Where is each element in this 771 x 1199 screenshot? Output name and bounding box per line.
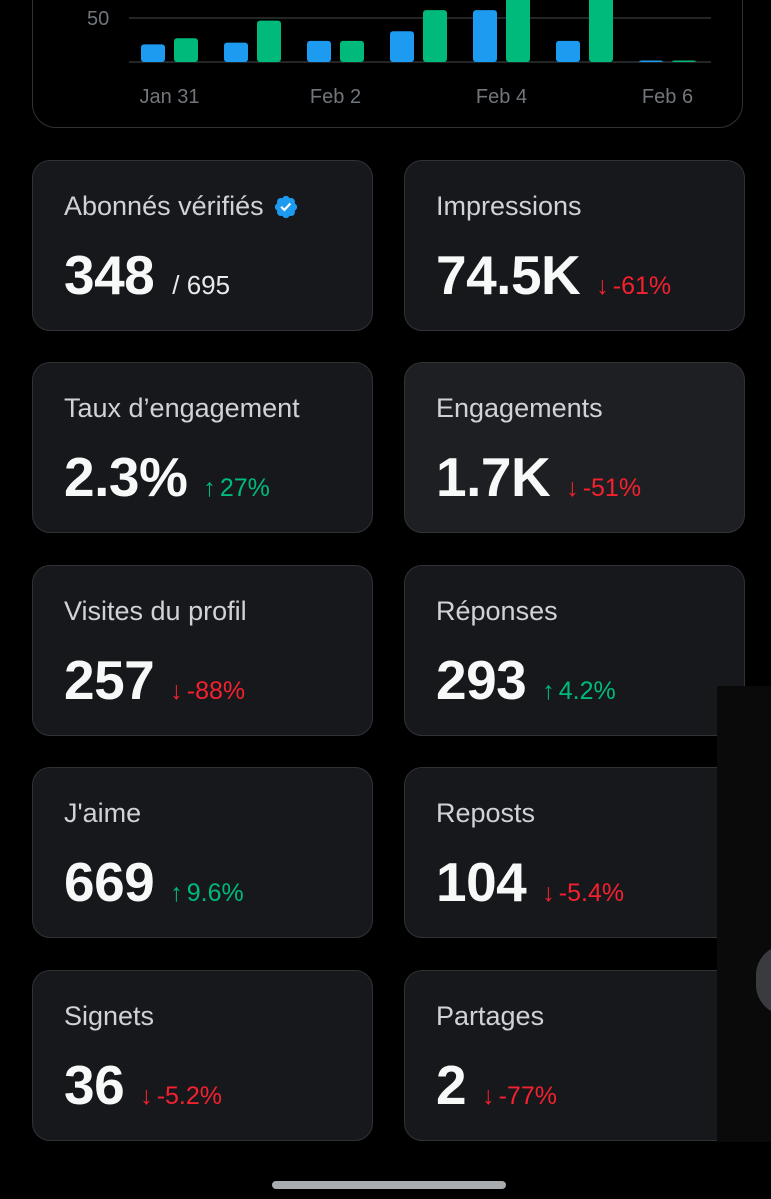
metric-card-engagements[interactable]: Engagements 1.7K ↓ -51% bbox=[404, 362, 745, 533]
metric-value: 2 bbox=[436, 1054, 467, 1116]
metric-value: 293 bbox=[436, 649, 527, 711]
x-tick-label: Feb 6 bbox=[642, 86, 693, 108]
metric-value: 257 bbox=[64, 649, 155, 711]
metric-label: Visites du profil bbox=[64, 596, 247, 626]
arrow-down-icon: ↓ bbox=[170, 677, 183, 705]
bar-green-1[interactable] bbox=[257, 20, 281, 62]
arrow-up-icon: ↑ bbox=[203, 474, 216, 502]
metric-card-reposts[interactable]: Reposts 104 ↓ -5.4% bbox=[404, 767, 745, 938]
metric-label: Signets bbox=[64, 1001, 155, 1031]
arrow-down-icon: ↓ bbox=[596, 272, 609, 300]
arrow-down-icon: ↓ bbox=[566, 474, 579, 502]
metric-delta: ↓ -51% bbox=[566, 474, 642, 502]
bar-chart: 50 Jan 31 Feb 2 Feb 4 Feb 6 bbox=[87, 0, 711, 108]
arrow-up-icon: ↑ bbox=[542, 677, 555, 705]
bar-green-2[interactable] bbox=[340, 40, 364, 62]
bar-chart-card: 50 Jan 31 Feb 2 Feb 4 Feb 6 bbox=[32, 0, 743, 128]
metric-value: 104 bbox=[436, 851, 527, 913]
metric-card-impressions[interactable]: Impressions 74.5K ↓ -61% bbox=[404, 160, 745, 331]
metric-card-likes[interactable]: J'aime 669 ↑ 9.6% bbox=[32, 767, 373, 938]
side-drag-handle[interactable] bbox=[756, 945, 771, 1015]
metric-card-bookmarks[interactable]: Signets 36 ↓ -5.2% bbox=[32, 970, 373, 1141]
verified-badge-icon bbox=[274, 195, 297, 218]
y-tick-label: 50 bbox=[87, 8, 109, 30]
bar-green-6[interactable] bbox=[672, 60, 696, 63]
home-indicator-bar[interactable] bbox=[272, 1181, 506, 1189]
bar-green-5[interactable] bbox=[589, 0, 613, 62]
metric-delta: ↑ 4.2% bbox=[542, 677, 616, 705]
side-overlay-panel bbox=[717, 686, 771, 1142]
x-tick-label: Feb 2 bbox=[310, 86, 361, 108]
x-tick-label: Jan 31 bbox=[139, 86, 199, 108]
metric-label: J'aime bbox=[64, 798, 142, 828]
metric-label: Impressions bbox=[436, 191, 582, 221]
metric-label: Partages bbox=[436, 1001, 545, 1031]
metric-label: Réponses bbox=[436, 596, 558, 626]
metric-value: 1.7K bbox=[436, 446, 551, 508]
arrow-down-icon: ↓ bbox=[542, 879, 555, 907]
metric-value: 669 bbox=[64, 851, 155, 913]
metric-delta: ↓ -88% bbox=[170, 677, 246, 705]
arrow-up-icon: ↑ bbox=[170, 879, 183, 907]
metric-card-engagement-rate[interactable]: Taux d’engagement 2.3% ↑ 27% bbox=[32, 362, 373, 533]
bar-blue-2[interactable] bbox=[307, 40, 331, 62]
bar-blue-3[interactable] bbox=[390, 31, 414, 62]
metric-delta: ↓ -5.2% bbox=[140, 1082, 222, 1110]
metric-value: 36 bbox=[64, 1054, 125, 1116]
bar-blue-6[interactable] bbox=[639, 60, 663, 63]
metric-value: 74.5K bbox=[436, 244, 581, 306]
arrow-down-icon: ↓ bbox=[140, 1082, 153, 1110]
bar-green-3[interactable] bbox=[423, 10, 447, 62]
bar-green-0[interactable] bbox=[174, 38, 198, 62]
metric-card-profile-visits[interactable]: Visites du profil 257 ↓ -88% bbox=[32, 565, 373, 736]
metric-delta: ↑ 27% bbox=[203, 474, 270, 502]
metric-delta: ↓ -77% bbox=[482, 1082, 557, 1110]
bar-blue-0[interactable] bbox=[141, 44, 165, 62]
metric-label: Engagements bbox=[436, 393, 603, 423]
x-tick-label: Feb 4 bbox=[476, 86, 527, 108]
metric-total: / 695 bbox=[172, 270, 231, 300]
metric-card-shares[interactable]: Partages 2 ↓ -77% bbox=[404, 970, 745, 1141]
metric-label: Abonnés vérifiés bbox=[64, 191, 264, 221]
metric-delta: ↑ 9.6% bbox=[170, 879, 244, 907]
metric-card-verified-followers[interactable]: Abonnés vérifiés 348 / 695 bbox=[32, 160, 373, 331]
bar-green-4[interactable] bbox=[506, 0, 530, 62]
metric-value: 348 bbox=[64, 244, 155, 306]
bar-blue-4[interactable] bbox=[473, 10, 497, 62]
metric-delta: ↓ -61% bbox=[596, 272, 672, 300]
metric-card-replies[interactable]: Réponses 293 ↑ 4.2% bbox=[404, 565, 745, 736]
arrow-down-icon: ↓ bbox=[482, 1082, 495, 1110]
metric-value: 2.3% bbox=[64, 446, 188, 508]
metric-label: Taux d’engagement bbox=[64, 393, 300, 423]
metric-delta: ↓ -5.4% bbox=[542, 879, 625, 907]
bar-blue-1[interactable] bbox=[224, 42, 248, 62]
metric-label: Reposts bbox=[436, 798, 536, 828]
bar-blue-5[interactable] bbox=[556, 40, 580, 62]
